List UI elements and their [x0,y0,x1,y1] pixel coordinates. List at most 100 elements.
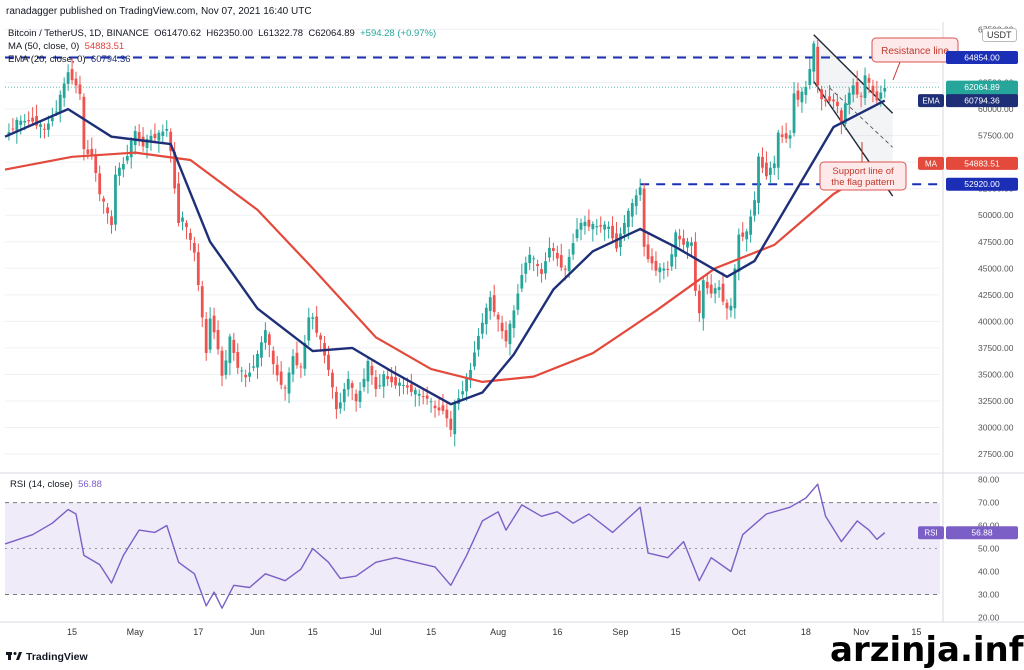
candle [871,79,875,103]
candle [291,349,295,383]
price-tick-label: 50000.00 [978,210,1014,220]
candle [196,243,200,292]
candle-body [796,90,800,100]
candle-body [863,75,867,99]
rsi-tick-label: 20.00 [978,612,1000,622]
candle-body [354,393,358,402]
candle-body [31,117,35,122]
candle [346,371,350,397]
candle [761,147,764,173]
candle-body [82,96,86,150]
x-axis: 15 May 17 Jun 15 Jul 15 Aug 16 Sep 15 Oct 18 Nov 15 [67,627,921,637]
candle [39,120,42,139]
candle [445,403,449,427]
candle [149,129,153,151]
candle [58,90,62,123]
candle-body [137,132,141,140]
tradingview-logo: TradingView [6,651,88,663]
candle-body [98,173,102,195]
candle-body [125,156,129,161]
rsi-tick-label: 60.00 [978,521,1000,531]
candle [200,280,204,327]
candle [540,263,543,283]
candle [394,365,397,389]
ema-legend[interactable]: EMA (20, close, 0) 60794.36 [8,54,131,65]
candle-body [772,163,776,169]
candle-body [291,356,295,375]
candle-body [551,248,555,252]
candle-body [646,244,650,260]
candle [449,410,453,437]
candle-body [212,315,216,333]
candle-body [725,302,729,309]
annotation-text: Support line of [832,166,894,177]
x-tick-label: Jul [370,627,382,637]
candle-body [705,281,709,289]
candle-body [686,241,689,248]
symbol-name[interactable]: Bitcoin / TetherUS, 1D, BINANCE [8,28,149,39]
candle-body [626,210,630,228]
candle-body [690,242,693,246]
rsi-series-line [4,483,886,609]
candle [279,361,283,390]
candle-body [275,364,279,376]
candle [729,297,733,318]
candle [697,284,701,322]
candle-body [39,124,42,127]
candle-body [563,268,567,270]
candle [500,315,504,340]
candle-body [544,261,547,274]
candle [441,393,445,415]
candle [271,346,275,375]
open-value: O61470.62 [154,28,202,39]
candles [7,39,887,447]
candle [177,172,180,227]
ema-20-line [4,99,886,406]
candle [579,218,583,241]
candle-body [768,167,772,176]
candle-body [441,405,445,411]
price-label-bg [946,526,1018,540]
candle-body [741,232,745,237]
candle [192,236,196,262]
candle-body [587,219,591,227]
price-label: 60794.36 EMA [918,94,1018,108]
candle [737,228,741,281]
rsi-value: 56.88 [78,479,102,490]
candle [19,115,23,135]
candle [678,228,682,248]
annotation-box [871,37,959,63]
candle-body [883,87,887,92]
candle [94,148,98,182]
candle [153,123,157,143]
candle [705,273,709,295]
candle-body [58,94,62,112]
candle-body [851,85,855,95]
candle [820,85,824,111]
candle [189,228,192,251]
candle [642,183,646,257]
x-tick-label: Jun [250,627,265,637]
candle-body [449,418,453,430]
candle [548,237,551,262]
price-labels: 64854.0062064.8907:19:3260794.36EMA54883… [918,51,1018,540]
candle-body [662,268,666,271]
candle [473,341,476,371]
candle-body [118,167,121,176]
rsi-band [5,502,940,595]
candle [812,40,816,84]
ema-value: 60794.36 [90,54,131,65]
candle [863,67,867,106]
price-label-text: 52920.00 [964,179,1000,189]
rsi-legend[interactable]: RSI (14, close) 56.88 [10,479,102,490]
candle-body [70,69,74,81]
candle [417,389,421,407]
candle [287,367,291,404]
currency-badge[interactable]: USDT [982,28,1017,42]
ma-legend[interactable]: MA (50, close, 0) 54883.51 [8,41,124,52]
candle [504,321,508,348]
candle-body [733,268,737,309]
candle [682,229,685,251]
